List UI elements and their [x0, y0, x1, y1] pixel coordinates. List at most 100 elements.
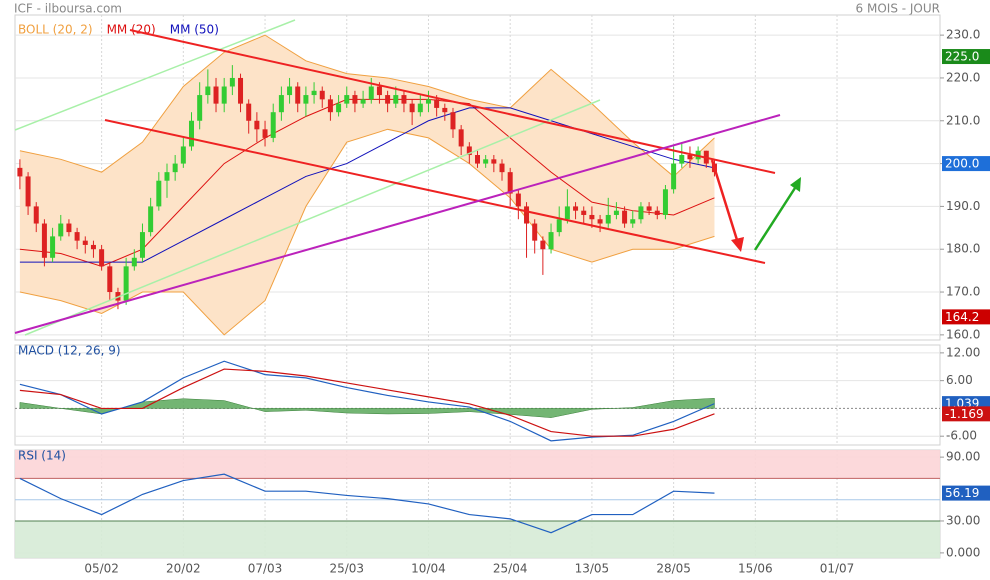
price-box	[942, 156, 990, 172]
y-tick-label: 160.0	[946, 327, 980, 341]
candle-body	[385, 95, 391, 104]
candle-body	[327, 99, 333, 113]
x-tick-label: 20/02	[166, 562, 201, 576]
candle-body	[352, 95, 358, 104]
arrow-head	[731, 237, 744, 252]
y-tick-label: 0.000	[946, 545, 980, 559]
candle-body	[450, 112, 456, 130]
arrow-line	[710, 159, 739, 241]
y-tick-label: 30.00	[946, 513, 980, 527]
x-tick-label: 25/04	[493, 562, 528, 576]
candle-body	[499, 163, 505, 173]
trend-line	[129, 29, 776, 174]
candle-body	[483, 159, 489, 164]
candle-body	[507, 172, 513, 194]
candle-body	[376, 86, 382, 96]
overbought-zone	[15, 450, 940, 479]
candle-body	[221, 86, 227, 104]
y-tick-label: 180.0	[946, 242, 980, 256]
candle-body	[401, 95, 407, 104]
candle-body	[613, 210, 619, 215]
price-box	[942, 309, 990, 325]
x-tick-label: 28/05	[656, 562, 691, 576]
x-tick-label: 13/05	[575, 562, 610, 576]
trend-line	[14, 114, 781, 334]
candle-body	[336, 103, 342, 113]
price-box-label: 164.2	[945, 310, 979, 324]
candle-body	[123, 266, 129, 301]
candle-body	[270, 112, 276, 138]
panel-frame	[14, 344, 941, 446]
candle-body	[229, 77, 235, 87]
candle-body	[311, 90, 317, 96]
arrow-line	[753, 187, 797, 251]
x-tick-label: 01/07	[820, 562, 855, 576]
candle-body	[287, 86, 293, 96]
trend-line	[104, 119, 766, 264]
y-tick-label: 230.0	[946, 28, 980, 42]
price-box	[942, 49, 990, 65]
candle-body	[589, 214, 595, 220]
legend-entry: MM (50)	[170, 23, 219, 37]
price-box-label: 225.0	[945, 50, 979, 64]
candle-body	[344, 95, 350, 104]
candle-body	[532, 223, 538, 241]
panel-frame	[14, 14, 941, 341]
trend-drawings	[14, 19, 801, 336]
candle-body	[475, 155, 480, 164]
candle-body	[662, 189, 668, 215]
candle-body	[303, 95, 309, 104]
candle-body	[238, 77, 244, 104]
candle-body	[540, 240, 546, 250]
candle-body	[74, 232, 80, 241]
y-tick-label: 12.00	[946, 345, 980, 359]
candle-body	[556, 219, 562, 233]
candle-body	[434, 99, 440, 108]
candle-body	[197, 95, 203, 121]
candle-body	[409, 103, 415, 113]
oversold-zone	[15, 520, 940, 558]
value-box	[942, 485, 990, 501]
candle-body	[66, 223, 72, 233]
candle-body	[58, 223, 64, 237]
indicator-line	[19, 360, 715, 442]
candle-body	[25, 176, 31, 207]
moving-average	[19, 98, 715, 267]
x-tick-label: 10/04	[411, 562, 446, 576]
candle-body	[573, 206, 579, 211]
candle-body	[148, 206, 154, 233]
y-tick-label: 6.00	[946, 373, 973, 387]
x-tick-label: 15/06	[738, 562, 773, 576]
y-tick-label: 220.0	[946, 70, 980, 84]
candle-body	[189, 120, 195, 147]
candle-body	[393, 95, 399, 104]
candle-body	[50, 236, 56, 258]
arrow-head	[790, 177, 801, 192]
y-tick-label: 210.0	[946, 113, 980, 127]
candle-body	[107, 266, 113, 293]
candle-body	[581, 210, 587, 215]
y-tick-label: -6.00	[946, 429, 977, 443]
y-tick-label: 170.0	[946, 285, 980, 299]
candle-body	[646, 206, 652, 211]
candle-body	[638, 206, 644, 220]
candle-body	[597, 219, 603, 224]
candle-body	[139, 232, 145, 258]
x-tick-label: 05/02	[84, 562, 119, 576]
candle-body	[131, 257, 137, 267]
candle-body	[622, 210, 628, 224]
trend-line	[14, 19, 296, 131]
candle-body	[17, 167, 23, 177]
candle-body	[33, 206, 39, 224]
candle-body	[164, 172, 170, 181]
candle-body	[99, 249, 105, 267]
candle-body	[425, 99, 431, 104]
candle-body	[466, 146, 472, 156]
candle-body	[213, 86, 219, 104]
candle-body	[442, 107, 448, 113]
indicator-line	[19, 473, 715, 534]
x-tick-label: 07/03	[248, 562, 283, 576]
